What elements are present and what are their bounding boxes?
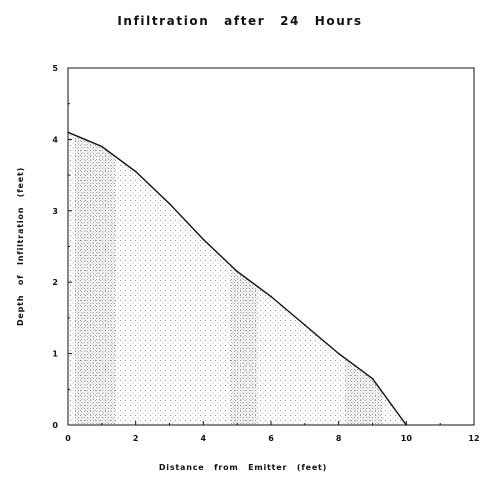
x-tick-label-4: 4: [201, 434, 207, 443]
data-point-8: [337, 352, 340, 355]
data-point-5: [236, 270, 238, 273]
area-stipple-band-3: [345, 132, 383, 425]
x-tick-label-10: 10: [401, 434, 413, 443]
data-point-4: [202, 238, 205, 241]
y-tick-label-3: 3: [52, 207, 58, 216]
x-tick-label-6: 6: [268, 434, 274, 443]
y-axis-label: Depth of Infiltration (feet): [16, 167, 25, 326]
y-tick-label-4: 4: [52, 135, 58, 144]
data-point-6: [270, 295, 272, 298]
data-point-7: [304, 324, 306, 326]
area-stipple-band-2: [230, 132, 258, 425]
area-stipple-band-1: [74, 132, 116, 425]
x-tick-label-12: 12: [468, 434, 479, 443]
y-tick-label-1: 1: [52, 350, 58, 359]
x-tick-label-8: 8: [336, 434, 342, 443]
data-point-9: [371, 377, 374, 380]
data-point-2: [134, 170, 137, 173]
y-tick-label-5: 5: [52, 64, 58, 73]
x-axis-label: Distance from Emitter (feet): [159, 463, 327, 472]
y-tick-label-0: 0: [52, 421, 58, 430]
data-point-0: [67, 131, 69, 134]
data-point-3: [168, 202, 171, 205]
data-point-1: [101, 145, 103, 148]
y-tick-label-2: 2: [52, 278, 58, 287]
x-tick-label-0: 0: [65, 434, 71, 443]
x-tick-label-2: 2: [133, 434, 139, 443]
chart-title: Infiltration after 24 Hours: [117, 14, 363, 28]
